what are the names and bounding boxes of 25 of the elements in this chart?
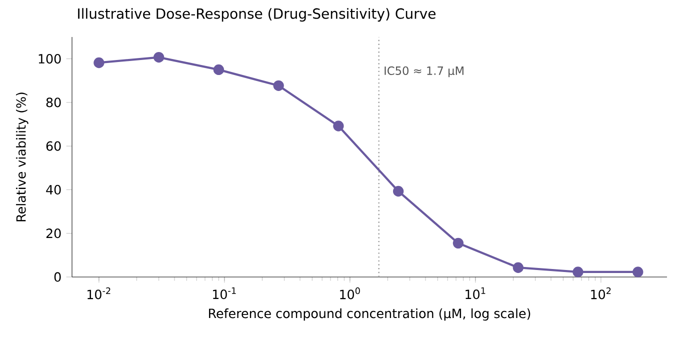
point <box>213 64 224 76</box>
point <box>393 186 404 197</box>
x-tick-label: 10$^{1}$ <box>466 287 486 300</box>
point <box>273 80 284 91</box>
y-tick-label: 20 <box>46 228 61 238</box>
y-tick-label: 0 <box>54 272 61 282</box>
point <box>572 266 584 278</box>
x-tick-label: 10$^{-2}$ <box>88 287 110 300</box>
point <box>512 262 524 273</box>
point <box>153 52 164 63</box>
point <box>452 238 464 249</box>
x-tick-label: 10$^{0}$ <box>340 287 360 300</box>
x-axis-title: Reference compound concentration (µM, log scale) <box>209 308 530 321</box>
y-tick-label: 60 <box>46 141 61 151</box>
chart-title: Illustrative Dose-Response (Drug-Sensitivity) Curve <box>78 8 436 22</box>
point <box>333 120 344 132</box>
y-tick-label: 40 <box>46 184 61 195</box>
y-axis-title: Relative viability (%) <box>16 92 28 222</box>
x-tick-label: 10$^{2}$ <box>591 287 611 300</box>
point <box>632 266 644 278</box>
ref-line-label: IC50 ≈ 1.7 µM <box>384 66 464 78</box>
x-tick-label: 10$^{-1}$ <box>213 287 236 300</box>
y-tick-label: 100 <box>38 54 61 64</box>
y-tick-label: 80 <box>46 98 61 108</box>
point <box>94 57 104 68</box>
